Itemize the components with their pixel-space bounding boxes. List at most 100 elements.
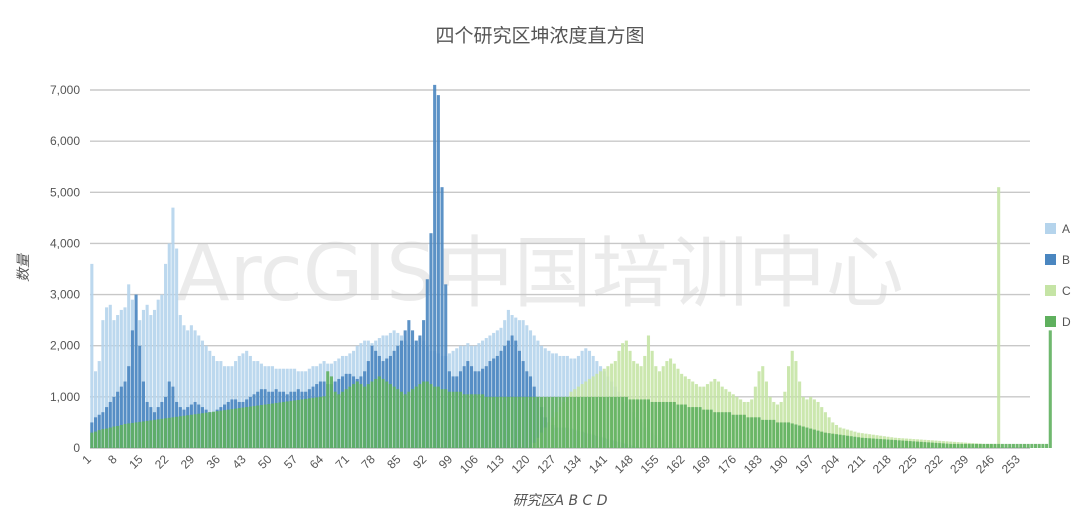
bar (116, 315, 120, 448)
bar (186, 415, 190, 448)
bar (742, 414, 746, 448)
bar (105, 307, 109, 448)
x-tick-label: 85 (384, 452, 404, 472)
bar (871, 438, 875, 448)
x-tick-label: 106 (457, 452, 481, 476)
bar (569, 396, 573, 448)
bar (713, 412, 717, 448)
bar (956, 443, 960, 448)
bar (241, 407, 245, 448)
bar (827, 433, 831, 448)
bar (853, 436, 857, 448)
x-tick-label: 99 (436, 452, 456, 472)
x-tick-label: 253 (999, 452, 1023, 476)
chart-title: 四个研究区坤浓度直方图 (435, 25, 644, 47)
bar (149, 315, 153, 448)
bar (624, 396, 628, 448)
bar (348, 386, 352, 448)
bar (912, 441, 916, 448)
bar (377, 376, 381, 448)
bar (643, 399, 647, 448)
x-tick-label: 197 (792, 452, 816, 476)
bar (193, 330, 197, 448)
bar (764, 419, 768, 448)
bar (525, 396, 529, 448)
bar (215, 361, 219, 448)
bar (864, 438, 868, 448)
bar (256, 405, 260, 448)
bar (422, 381, 426, 448)
bar (385, 381, 389, 448)
bar (211, 411, 216, 448)
bar (949, 443, 953, 448)
x-tick-label: 211 (845, 452, 869, 476)
bar (388, 384, 392, 448)
bar (123, 307, 127, 448)
bar (344, 389, 348, 448)
bar (735, 414, 739, 448)
bar (455, 391, 459, 448)
bar (101, 320, 105, 448)
bar (197, 335, 201, 448)
y-tick-label: 2,000 (50, 339, 80, 353)
bar (186, 330, 190, 448)
bar (823, 432, 827, 448)
bar (481, 394, 485, 448)
bar (248, 406, 252, 448)
bar (495, 396, 499, 448)
bar (886, 439, 890, 448)
bar (986, 443, 990, 448)
bar (779, 422, 783, 448)
bar (189, 325, 193, 448)
bar (565, 396, 569, 448)
bar (112, 320, 116, 448)
bar (93, 371, 98, 448)
y-axis-title: 数量 (16, 252, 32, 282)
bar (967, 443, 971, 448)
bar (528, 396, 533, 448)
bar (178, 315, 182, 448)
bar (267, 404, 271, 448)
bar (1000, 443, 1004, 448)
bar (193, 414, 197, 448)
x-tick-label: 8 (105, 452, 120, 467)
bar (407, 320, 411, 448)
bar (119, 309, 123, 448)
bar (761, 366, 765, 448)
bar (683, 404, 687, 448)
bar (178, 416, 182, 448)
bar (171, 417, 175, 448)
bar (746, 417, 750, 448)
bar (97, 361, 101, 448)
bar (307, 398, 311, 448)
bar (329, 376, 333, 448)
bar (724, 412, 728, 448)
bar (510, 396, 514, 448)
bar (890, 439, 894, 448)
bar (975, 443, 979, 448)
bar (805, 427, 809, 448)
bar (119, 424, 123, 448)
bar (857, 437, 861, 448)
bar (381, 378, 385, 448)
bar (93, 431, 98, 448)
bar (624, 340, 628, 448)
y-tick-label: 5,000 (50, 185, 80, 199)
bar (798, 381, 802, 448)
bar (963, 443, 968, 448)
bar (602, 396, 606, 448)
bar (551, 396, 555, 448)
bar (101, 429, 105, 448)
bar (532, 396, 536, 448)
bar (477, 394, 481, 448)
bar (709, 409, 713, 448)
bar (794, 424, 798, 448)
bar (820, 431, 824, 448)
bar (396, 389, 400, 448)
bar (278, 402, 282, 448)
bar (197, 413, 201, 448)
bar (901, 440, 905, 448)
legend-swatch (1045, 223, 1056, 234)
